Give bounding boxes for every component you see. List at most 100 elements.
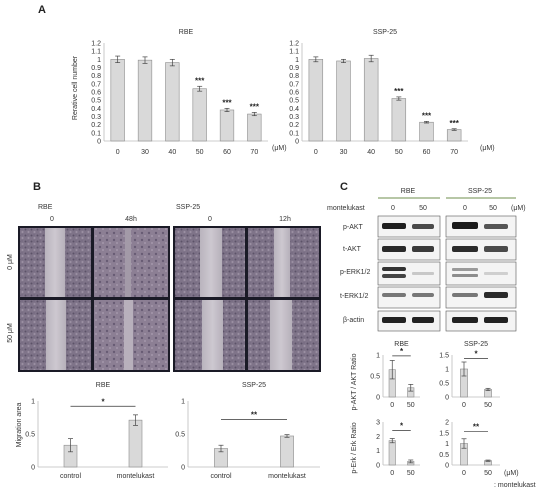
footer-label: : montelukast: [494, 482, 536, 489]
migration-rbe-ytick-label: 0.5: [25, 432, 35, 439]
cell-number-ssp25-bar: [446, 129, 462, 142]
panel-b-letter: B: [33, 181, 41, 193]
ssp-image-title: SSP-25: [176, 204, 200, 211]
dose-ssp-50: 50: [489, 205, 497, 212]
cell-number-rbe-ytick-label: 0.1: [91, 130, 101, 137]
blot-title-rbe: RBE: [401, 188, 416, 195]
cell-number-rbe-category-label: 40: [168, 149, 176, 156]
perk-ratio-rbe-bar: [388, 440, 396, 466]
pakt-ratio-ssp25-ytick-label: 0.5: [439, 381, 449, 388]
cell-number-ssp25-title: SSP-25: [373, 29, 397, 36]
perk-ratio-chart-rbe: 0 1 2 3 0 50 *: [376, 420, 420, 477]
migration-ssp25-category-label: control: [210, 473, 231, 480]
perk-ratio-ssp25-ytick-label: 0.5: [439, 452, 449, 459]
migration-rbe-category-label: montelukast: [117, 473, 155, 480]
perk-ratio-rbe-category-label: 0: [390, 470, 394, 477]
rbe-time-0: 0: [50, 216, 54, 223]
cell-number-ssp25-category-label: 40: [367, 149, 375, 156]
cell-number-ssp25-bar: [419, 121, 434, 142]
cell-number-ssp25-ytick-label: 0: [295, 139, 299, 146]
cell-number-ssp25-ytick-label: 0.2: [289, 122, 299, 129]
cell-number-rbe-bar: [247, 113, 262, 142]
ssp-time-0: 0: [208, 216, 212, 223]
cell-number-rbe-bar: [192, 88, 207, 142]
rbe-time-48h: 48h: [125, 216, 137, 223]
pakt-ratio-ssp25-title: SSP-25: [464, 341, 488, 348]
micrograph-rbe-0um-48h: [94, 228, 168, 297]
dose-ssp-0: 0: [463, 205, 467, 212]
micrograph-ssp-50um-0h: [175, 300, 245, 370]
cell-number-rbe-ytick-label: 0.8: [91, 73, 101, 80]
cell-number-rbe-category-label: 30: [141, 149, 149, 156]
cell-number-ssp25-ytick-label: 1: [295, 57, 299, 64]
pakt-ratio-rbe-ytick-label: 1: [376, 353, 380, 360]
migration-rbe-category-label: control: [60, 473, 81, 480]
cell-number-ssp25-bar: [336, 60, 351, 142]
pakt-ratio-rbe-ytick-label: 0: [376, 395, 380, 402]
micrograph-ssp-50um-12h: [248, 300, 319, 370]
pakt-ratio-ssp25-ytick-label: 1.5: [439, 353, 449, 360]
cell-number-chart-ssp25: 0 0.10.20.30.40.50.6 0.70.80.911.11.2 SSP-2…: [289, 29, 494, 156]
pakt-ratio-chart-rbe: 0 0.5 1 RBE 0 50 *: [370, 341, 420, 409]
rbe-image-title: RBE: [38, 204, 53, 211]
cell-number-ssp25-bar: [308, 59, 324, 142]
bands-rbe: [382, 223, 434, 323]
pakt-ratio-rbe-title: RBE: [394, 341, 409, 348]
bands-ssp25: [452, 222, 508, 323]
cell-number-ssp25-category-label: 60: [423, 149, 431, 156]
cell-number-ssp25-significance: ***: [449, 119, 459, 128]
cell-number-ssp25-ytick-label: 0.8: [289, 73, 299, 80]
pakt-ratio-rbe-category-label: 0: [390, 402, 394, 409]
panel-c-charts: p-AKT / AKT Ratio p-Erk / Erk Ratio 0 0.5…: [351, 341, 536, 489]
ssp-time-12h: 12h: [279, 216, 291, 223]
cell-number-rbe-ytick-label: 1: [97, 57, 101, 64]
micrograph-rbe-50um-48h: [94, 300, 168, 370]
cell-number-ssp25-category-label: 70: [450, 149, 458, 156]
cell-number-ssp25-bar: [363, 58, 379, 142]
cell-number-rbe-significance: ***: [195, 76, 205, 85]
cell-number-ssp25-ytick-label: 0.1: [289, 130, 299, 137]
migration-rbe-bar: [128, 419, 143, 468]
cell-number-ssp25-unit: (μM): [480, 145, 495, 152]
micrograph-rbe-50um-0h: [20, 300, 91, 370]
cell-number-rbe-bar: [165, 62, 180, 142]
dose-rbe-0: 0: [391, 205, 395, 212]
perk-ratio-ssp25-ytick-label: 1.5: [439, 430, 449, 437]
perk-ratio-ylabel: p-Erk / Erk Ratio: [351, 422, 358, 473]
protein-label-bactin: β-actin: [343, 317, 364, 324]
cell-number-ssp25-ytick-label: 1.1: [289, 49, 299, 56]
cell-number-rbe-ytick-label: 0.9: [91, 65, 101, 72]
cell-number-ssp25-ytick-label: 0.5: [289, 98, 299, 105]
panel-a-ylabel: Rerative cell number: [72, 55, 79, 120]
perk-ratio-rbe-category-label: 50: [407, 470, 415, 477]
migration-ssp25-category-label: montelukast: [268, 473, 306, 480]
cell-number-ssp25-significance: ***: [422, 111, 432, 120]
pakt-ratio-chart-ssp25: 0 0.5 1 1.5 SSP-25 0 50 *: [439, 341, 500, 409]
cell-number-ssp25-ytick-label: 0.3: [289, 114, 299, 121]
perk-ratio-ssp25-ytick-label: 1: [445, 441, 449, 448]
row-label-0um: 0 μM: [7, 254, 14, 270]
panel-c-blot: RBE SSP-25 montelukast 0 50 0 50 (μM) p-…: [327, 188, 526, 332]
micrograph-ssp-0um-0h: [175, 228, 245, 297]
cell-number-ssp25-category-label: 0: [314, 149, 318, 156]
cell-number-rbe-category-label: 60: [223, 149, 231, 156]
pakt-ratio-ssp25-significance: *: [474, 349, 478, 358]
protein-label-terk: t-ERK1/2: [340, 293, 369, 300]
pakt-ratio-ylabel: p-AKT / AKT Ratio: [351, 353, 358, 410]
pakt-ratio-rbe-category-label: 50: [407, 402, 415, 409]
cell-number-rbe-ytick-label: 1.2: [91, 41, 101, 48]
protein-label-takt: t-AKT: [343, 246, 362, 253]
row-label-50um: 50 μM: [7, 323, 14, 343]
micrograph-rbe-0um-0h: [20, 228, 91, 297]
migration-ssp25-bar: [280, 435, 294, 468]
protein-label-pakt: p-AKT: [343, 224, 364, 231]
perk-ratio-rbe-ytick-label: 1: [376, 448, 380, 455]
pakt-ratio-ssp25-category-label: 0: [462, 402, 466, 409]
cell-number-ssp25-ytick-label: 0.6: [289, 90, 299, 97]
cell-number-ssp25-ytick-label: 0.4: [289, 106, 299, 113]
cell-number-rbe-bar: [219, 109, 235, 142]
perk-ratio-ssp25-ytick-label: 2: [445, 420, 449, 427]
micrograph-ssp-0um-12h: [248, 228, 319, 297]
pakt-ratio-rbe-ytick-label: 0.5: [370, 374, 380, 381]
